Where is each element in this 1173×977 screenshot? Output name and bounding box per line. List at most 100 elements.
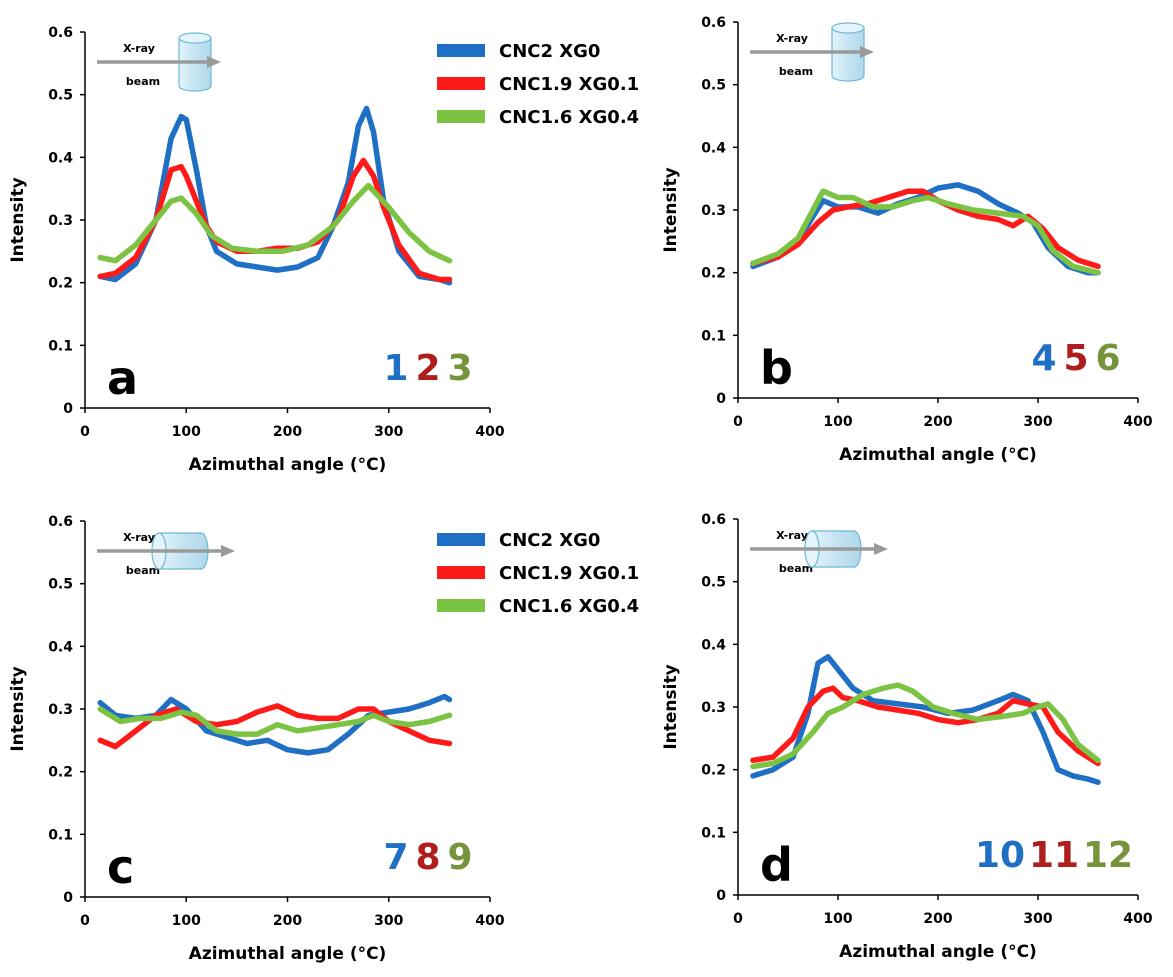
x-tick-label: 0 <box>80 913 90 929</box>
x-tick-label: 300 <box>374 424 403 440</box>
inset-beam-label: beam <box>779 562 813 575</box>
x-tick-label: 100 <box>823 911 852 927</box>
x-tick-label: 400 <box>1123 414 1152 430</box>
legend-swatch-2 <box>437 566 485 579</box>
y-tick-label: 0.2 <box>48 276 73 292</box>
panel-c: 0 0.1 0.2 0.3 0.4 0.5 0.6 0 100 200 300 400 Azimutha… <box>8 514 639 964</box>
x-tick-label: 300 <box>374 913 403 929</box>
xray-inset: X-ray beam <box>97 531 235 577</box>
x-tick-label: 0 <box>733 414 743 430</box>
y-tick-label: 0.6 <box>48 514 73 530</box>
sample-number-1: 10 <box>975 835 1025 876</box>
series-line-3 <box>750 188 1101 276</box>
x-axis-title: Azimuthal angle (°C) <box>189 944 387 964</box>
y-tick-label: 0.5 <box>48 577 73 593</box>
sample-number-1: 7 <box>383 837 408 878</box>
x-tick-label: 100 <box>172 424 201 440</box>
inset-beam-label: beam <box>126 75 160 88</box>
legend-label-1: CNC2 XG0 <box>499 530 600 551</box>
panel-letter: b <box>760 341 793 395</box>
inset-xray-label: X-ray <box>776 529 808 542</box>
y-tick-label: 0.5 <box>48 88 73 104</box>
beam-arrowhead-icon <box>874 543 888 555</box>
x-tick-label: 300 <box>1023 911 1052 927</box>
legend-swatch-2 <box>437 77 485 90</box>
legend-swatch-3 <box>437 599 485 612</box>
y-tick-label: 0.6 <box>48 25 73 41</box>
inset-beam-label: beam <box>779 65 813 78</box>
x-tick-label: 400 <box>1123 911 1152 927</box>
y-axis-title: Intensity <box>661 167 681 252</box>
legend-swatch-1 <box>437 44 485 57</box>
panel-letter: d <box>760 838 793 892</box>
x-tick-label: 0 <box>80 424 90 440</box>
legend-label-3: CNC1.6 XG0.4 <box>499 596 639 617</box>
y-tick-label: 0 <box>63 401 73 417</box>
y-tick-label: 0.3 <box>48 702 73 718</box>
x-tick-label: 300 <box>1023 414 1052 430</box>
inset-xray-label: X-ray <box>123 42 155 55</box>
sample-number-1: 1 <box>383 348 408 389</box>
y-tick-label: 0.4 <box>701 140 726 156</box>
beam-arrowhead-icon <box>860 46 874 58</box>
sample-cylinder-icon <box>178 37 212 92</box>
x-axis-title: Azimuthal angle (°C) <box>839 445 1037 465</box>
beam-arrowhead-icon <box>221 545 235 557</box>
beam-arrowhead-icon <box>207 56 221 68</box>
y-tick-label: 0.3 <box>48 213 73 229</box>
y-tick-label: 0 <box>63 890 73 906</box>
y-axis-title: Intensity <box>8 666 28 751</box>
x-tick-label: 400 <box>475 913 504 929</box>
panel-b: 0 0.1 0.2 0.3 0.4 0.5 0.6 0 100 200 300 400 Azimutha… <box>661 15 1153 465</box>
panel-letter: c <box>107 840 134 894</box>
sample-number-3: 12 <box>1083 835 1133 876</box>
x-tick-label: 100 <box>823 414 852 430</box>
panel-letter: a <box>107 351 138 405</box>
y-tick-label: 0.3 <box>701 700 726 716</box>
x-axis-title: Azimuthal angle (°C) <box>189 455 387 475</box>
panel-d: 0 0.1 0.2 0.3 0.4 0.5 0.6 0 100 200 300 400 Azimutha… <box>661 512 1153 962</box>
legend-label-1: CNC2 XG0 <box>499 41 600 62</box>
xray-inset: X-ray beam <box>750 529 888 575</box>
y-tick-label: 0.2 <box>701 266 726 282</box>
y-tick-label: 0.1 <box>701 328 726 344</box>
y-tick-label: 0.4 <box>48 150 73 166</box>
inset-beam-label: beam <box>126 564 160 577</box>
y-tick-label: 0.2 <box>701 763 726 779</box>
legend-label-3: CNC1.6 XG0.4 <box>499 107 639 128</box>
y-axis-title: Intensity <box>661 664 681 749</box>
y-tick-label: 0.6 <box>701 15 726 31</box>
sample-number-1: 4 <box>1031 338 1056 379</box>
y-axis-title: Intensity <box>8 177 28 262</box>
legend-swatch-1 <box>437 533 485 546</box>
x-axis-title: Azimuthal angle (°C) <box>839 942 1037 962</box>
x-tick-label: 200 <box>923 911 952 927</box>
series-line-1 <box>97 105 453 286</box>
sample-number-2: 11 <box>1029 835 1079 876</box>
y-tick-label: 0 <box>716 391 726 407</box>
legend-swatch-3 <box>437 110 485 123</box>
xray-inset: X-ray beam <box>750 22 874 82</box>
y-tick-label: 0.6 <box>701 512 726 528</box>
legend-label-2: CNC1.9 XG0.1 <box>499 74 639 95</box>
cylinder-top-icon <box>178 32 212 44</box>
sample-number-3: 9 <box>447 837 472 878</box>
sample-number-2: 5 <box>1063 338 1088 379</box>
sample-number-3: 3 <box>447 348 472 389</box>
y-tick-label: 0.2 <box>48 765 73 781</box>
y-tick-label: 0.1 <box>48 827 73 843</box>
inset-xray-label: X-ray <box>776 32 808 45</box>
x-tick-label: 400 <box>475 424 504 440</box>
sample-number-2: 8 <box>415 837 440 878</box>
x-tick-label: 0 <box>733 911 743 927</box>
xray-inset: X-ray beam <box>97 32 221 92</box>
y-tick-label: 0.4 <box>701 637 726 653</box>
y-tick-label: 0 <box>716 888 726 904</box>
y-tick-label: 0.3 <box>701 203 726 219</box>
x-tick-label: 200 <box>273 424 302 440</box>
y-tick-label: 0.5 <box>701 575 726 591</box>
inset-xray-label: X-ray <box>123 531 155 544</box>
y-tick-label: 0.1 <box>48 338 73 354</box>
x-tick-label: 100 <box>172 913 201 929</box>
